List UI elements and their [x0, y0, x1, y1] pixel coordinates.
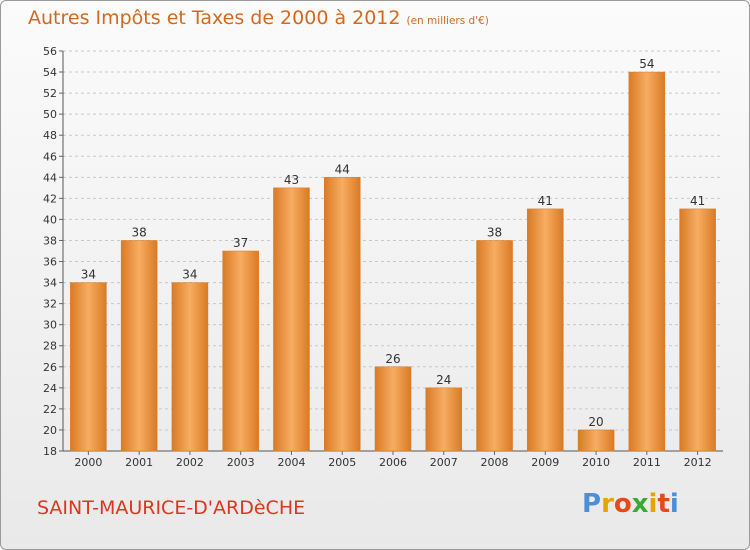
data-label: 37 — [233, 236, 248, 250]
bar — [171, 282, 209, 452]
bar — [273, 187, 310, 452]
axes: 18 20 22 24 26 28 30 32 34 36 38 40 42 44 46 48 50 52 54 56… — [43, 45, 723, 469]
x-tick-label: 2002 — [176, 456, 204, 469]
data-label: 54 — [639, 57, 654, 71]
x-tick-label: 2005 — [328, 456, 356, 469]
y-tick-label: 44 — [43, 171, 57, 184]
data-label: 24 — [436, 373, 451, 387]
x-tick-label: 2009 — [531, 456, 559, 469]
y-tick-label: 26 — [43, 361, 57, 374]
y-tick-label: 54 — [43, 66, 57, 79]
y-tick-label: 56 — [43, 45, 57, 58]
x-tick-label: 2001 — [125, 456, 153, 469]
y-tick-label: 42 — [43, 192, 57, 205]
place-name: SAINT-MAURICE-D'ARDèCHE — [37, 497, 306, 519]
logo-letter: i — [648, 489, 658, 519]
bar — [628, 71, 666, 452]
x-tick-label: 2012 — [684, 456, 712, 469]
y-tick-label: 32 — [43, 298, 57, 311]
x-tick-label: 2000 — [74, 456, 102, 469]
bar — [120, 240, 158, 452]
logo-letter: i — [669, 489, 679, 519]
data-label: 34 — [182, 268, 197, 282]
y-tick-label: 48 — [43, 129, 57, 142]
y-tick-label: 36 — [43, 256, 57, 269]
bar — [374, 366, 412, 452]
bar — [527, 208, 564, 452]
y-tick-label: 46 — [43, 150, 57, 163]
y-tick-label: 18 — [43, 445, 57, 458]
y-tick-label: 52 — [43, 87, 57, 100]
x-tick-label: 2010 — [582, 456, 610, 469]
logo-letter: r — [601, 489, 614, 519]
data-label: 38 — [487, 225, 502, 239]
x-tick-label: 2011 — [633, 456, 661, 469]
x-tick-label: 2006 — [379, 456, 407, 469]
y-tick-label: 24 — [43, 382, 57, 395]
data-label: 41 — [538, 194, 553, 208]
bar — [679, 208, 716, 452]
chart-title-text: Autres Impôts et Taxes de 2000 à 2012 — [28, 7, 401, 29]
data-labels: 34 38 34 37 43 44 26 24 38 41 20 54 41 — [81, 57, 706, 429]
data-label: 44 — [335, 162, 350, 176]
y-tick-label: 30 — [43, 319, 57, 332]
y-tick-label: 50 — [43, 108, 57, 121]
logo-letter: t — [657, 489, 670, 519]
logo-letter: o — [613, 489, 632, 519]
bar — [70, 282, 107, 452]
y-tick-label: 20 — [43, 424, 57, 437]
bar — [222, 250, 259, 452]
bars — [70, 71, 716, 452]
data-label: 34 — [81, 268, 96, 282]
data-label: 41 — [690, 194, 705, 208]
x-tick-label: 2004 — [277, 456, 305, 469]
y-tick-label: 34 — [43, 277, 57, 290]
bar — [476, 240, 513, 452]
x-tick-label: 2008 — [481, 456, 509, 469]
bar — [577, 429, 615, 452]
x-tick-label: 2003 — [227, 456, 255, 469]
logo-letter: P — [582, 489, 602, 519]
y-tick-label: 28 — [43, 340, 57, 353]
chart-title: Autres Impôts et Taxes de 2000 à 2012 (en… — [28, 7, 489, 29]
bar — [323, 177, 361, 452]
data-label: 20 — [588, 415, 603, 429]
y-tick-label: 40 — [43, 213, 57, 226]
y-tick-label: 22 — [43, 403, 57, 416]
proxiti-logo[interactable]: Proxiti — [582, 489, 679, 519]
data-label: 26 — [385, 352, 400, 366]
bar — [425, 387, 463, 452]
chart-subtitle: (en milliers d'€) — [406, 15, 489, 27]
y-tick-label: 38 — [43, 234, 57, 247]
x-tick-label: 2007 — [430, 456, 458, 469]
data-label: 43 — [284, 173, 299, 187]
logo-letter: x — [631, 489, 649, 519]
data-label: 38 — [132, 225, 147, 239]
